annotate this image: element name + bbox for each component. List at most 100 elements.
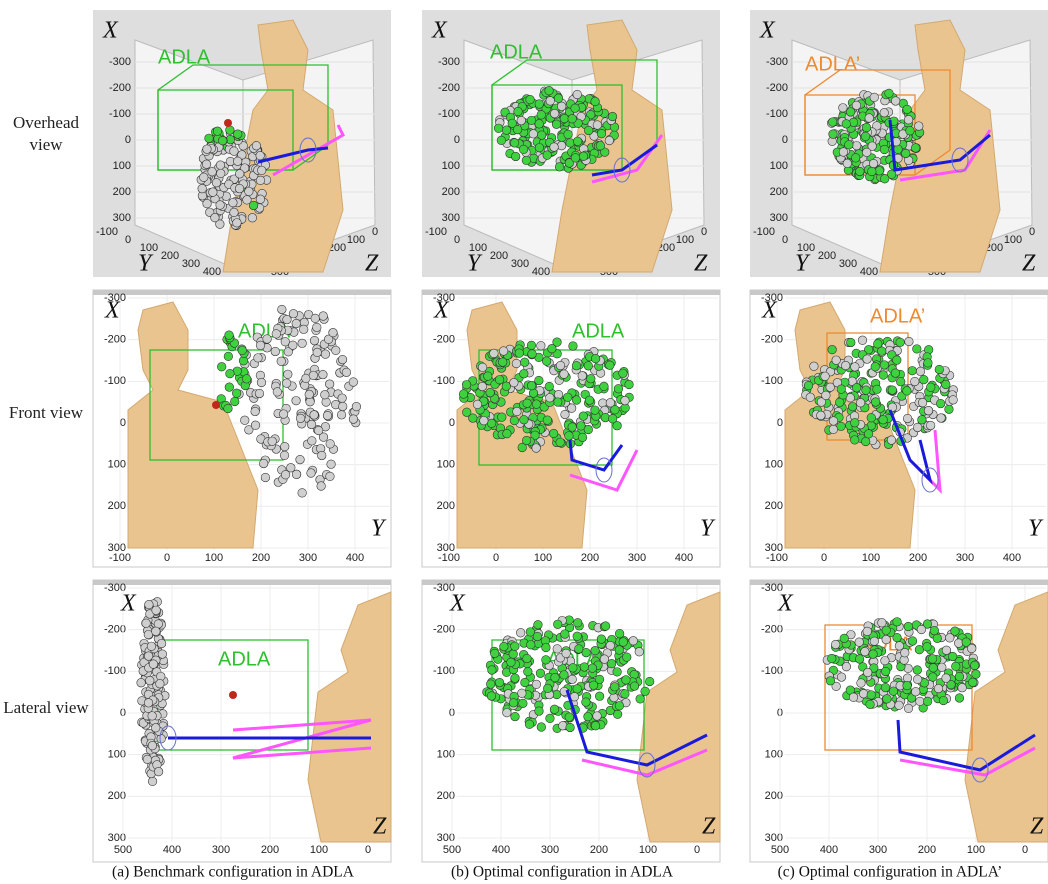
point xyxy=(520,415,529,424)
point xyxy=(145,676,154,685)
tick-label: 200 xyxy=(108,500,126,512)
point xyxy=(949,396,958,405)
tick-label: 0 xyxy=(365,844,371,856)
point xyxy=(349,378,358,387)
tick-label: 200 xyxy=(770,186,788,198)
tick-label: -100 xyxy=(761,375,783,387)
point xyxy=(955,672,964,681)
point xyxy=(589,681,598,690)
overhead-panel: -300-200-1000100200300-10001002003004000… xyxy=(422,10,720,278)
point xyxy=(502,382,511,391)
point xyxy=(517,116,526,125)
point xyxy=(863,668,872,677)
tick-label: -300 xyxy=(438,56,460,68)
tick-label: -100 xyxy=(766,552,788,564)
point xyxy=(248,213,257,222)
point xyxy=(870,637,879,646)
point xyxy=(242,375,251,384)
point xyxy=(862,123,871,132)
caption: (b) Optimal configuration in ADLA xyxy=(451,864,674,881)
point xyxy=(579,412,588,421)
point xyxy=(522,156,531,165)
point xyxy=(535,376,544,385)
point xyxy=(520,369,529,378)
point xyxy=(560,370,569,379)
point xyxy=(911,687,920,696)
point xyxy=(152,606,161,615)
point xyxy=(535,100,544,109)
point xyxy=(147,642,156,651)
point xyxy=(893,618,902,627)
tick-label: 0 xyxy=(694,844,700,856)
region-label: ADLA’ xyxy=(805,53,860,75)
point xyxy=(554,94,563,103)
point xyxy=(880,108,889,117)
point xyxy=(510,139,519,148)
point xyxy=(828,118,837,127)
point xyxy=(610,683,619,692)
point xyxy=(503,708,512,717)
point xyxy=(342,368,351,377)
point xyxy=(226,369,235,378)
point xyxy=(495,375,504,384)
point xyxy=(582,698,591,707)
axis-letter: X xyxy=(104,298,121,324)
tick-label: 0 xyxy=(454,234,460,246)
point xyxy=(862,386,871,395)
point xyxy=(556,361,565,370)
point xyxy=(145,600,154,609)
marker xyxy=(212,401,220,409)
point xyxy=(261,473,270,482)
point xyxy=(880,361,889,370)
tick-label: 200 xyxy=(113,186,131,198)
point xyxy=(325,380,334,389)
point xyxy=(546,393,555,402)
point xyxy=(591,354,600,363)
point xyxy=(563,393,572,402)
point xyxy=(908,637,917,646)
point xyxy=(939,696,948,705)
point xyxy=(621,396,630,405)
tick-label: 100 xyxy=(676,234,694,246)
point xyxy=(580,663,589,672)
point xyxy=(229,198,238,207)
point xyxy=(572,361,581,370)
region-label: ADLA xyxy=(490,41,543,63)
point xyxy=(148,712,157,721)
point xyxy=(923,697,932,706)
point xyxy=(240,416,249,425)
point xyxy=(911,144,920,153)
point xyxy=(915,645,924,654)
tick-label: 200 xyxy=(261,844,279,856)
point xyxy=(881,656,890,665)
point xyxy=(613,668,622,677)
point xyxy=(546,97,555,106)
point xyxy=(958,683,967,692)
tick-label: 100 xyxy=(442,160,460,172)
tick-label: 100 xyxy=(534,552,552,564)
point xyxy=(537,723,546,732)
point xyxy=(528,350,537,359)
point xyxy=(954,639,963,648)
point xyxy=(235,170,244,179)
point xyxy=(888,386,897,395)
point xyxy=(955,694,964,703)
point xyxy=(545,86,554,95)
point xyxy=(323,411,332,420)
point xyxy=(560,671,569,680)
point xyxy=(610,693,619,702)
point xyxy=(543,684,552,693)
tick-label: -100 xyxy=(753,226,775,238)
point xyxy=(962,638,971,647)
point xyxy=(307,420,316,429)
point xyxy=(573,90,582,99)
point xyxy=(635,647,644,656)
tick-label: -300 xyxy=(766,56,788,68)
point xyxy=(545,382,554,391)
point xyxy=(622,676,631,685)
panel-bar xyxy=(750,580,1048,585)
point xyxy=(308,437,317,446)
point xyxy=(568,423,577,432)
point xyxy=(839,104,848,113)
tick-label: 400 xyxy=(346,552,364,564)
